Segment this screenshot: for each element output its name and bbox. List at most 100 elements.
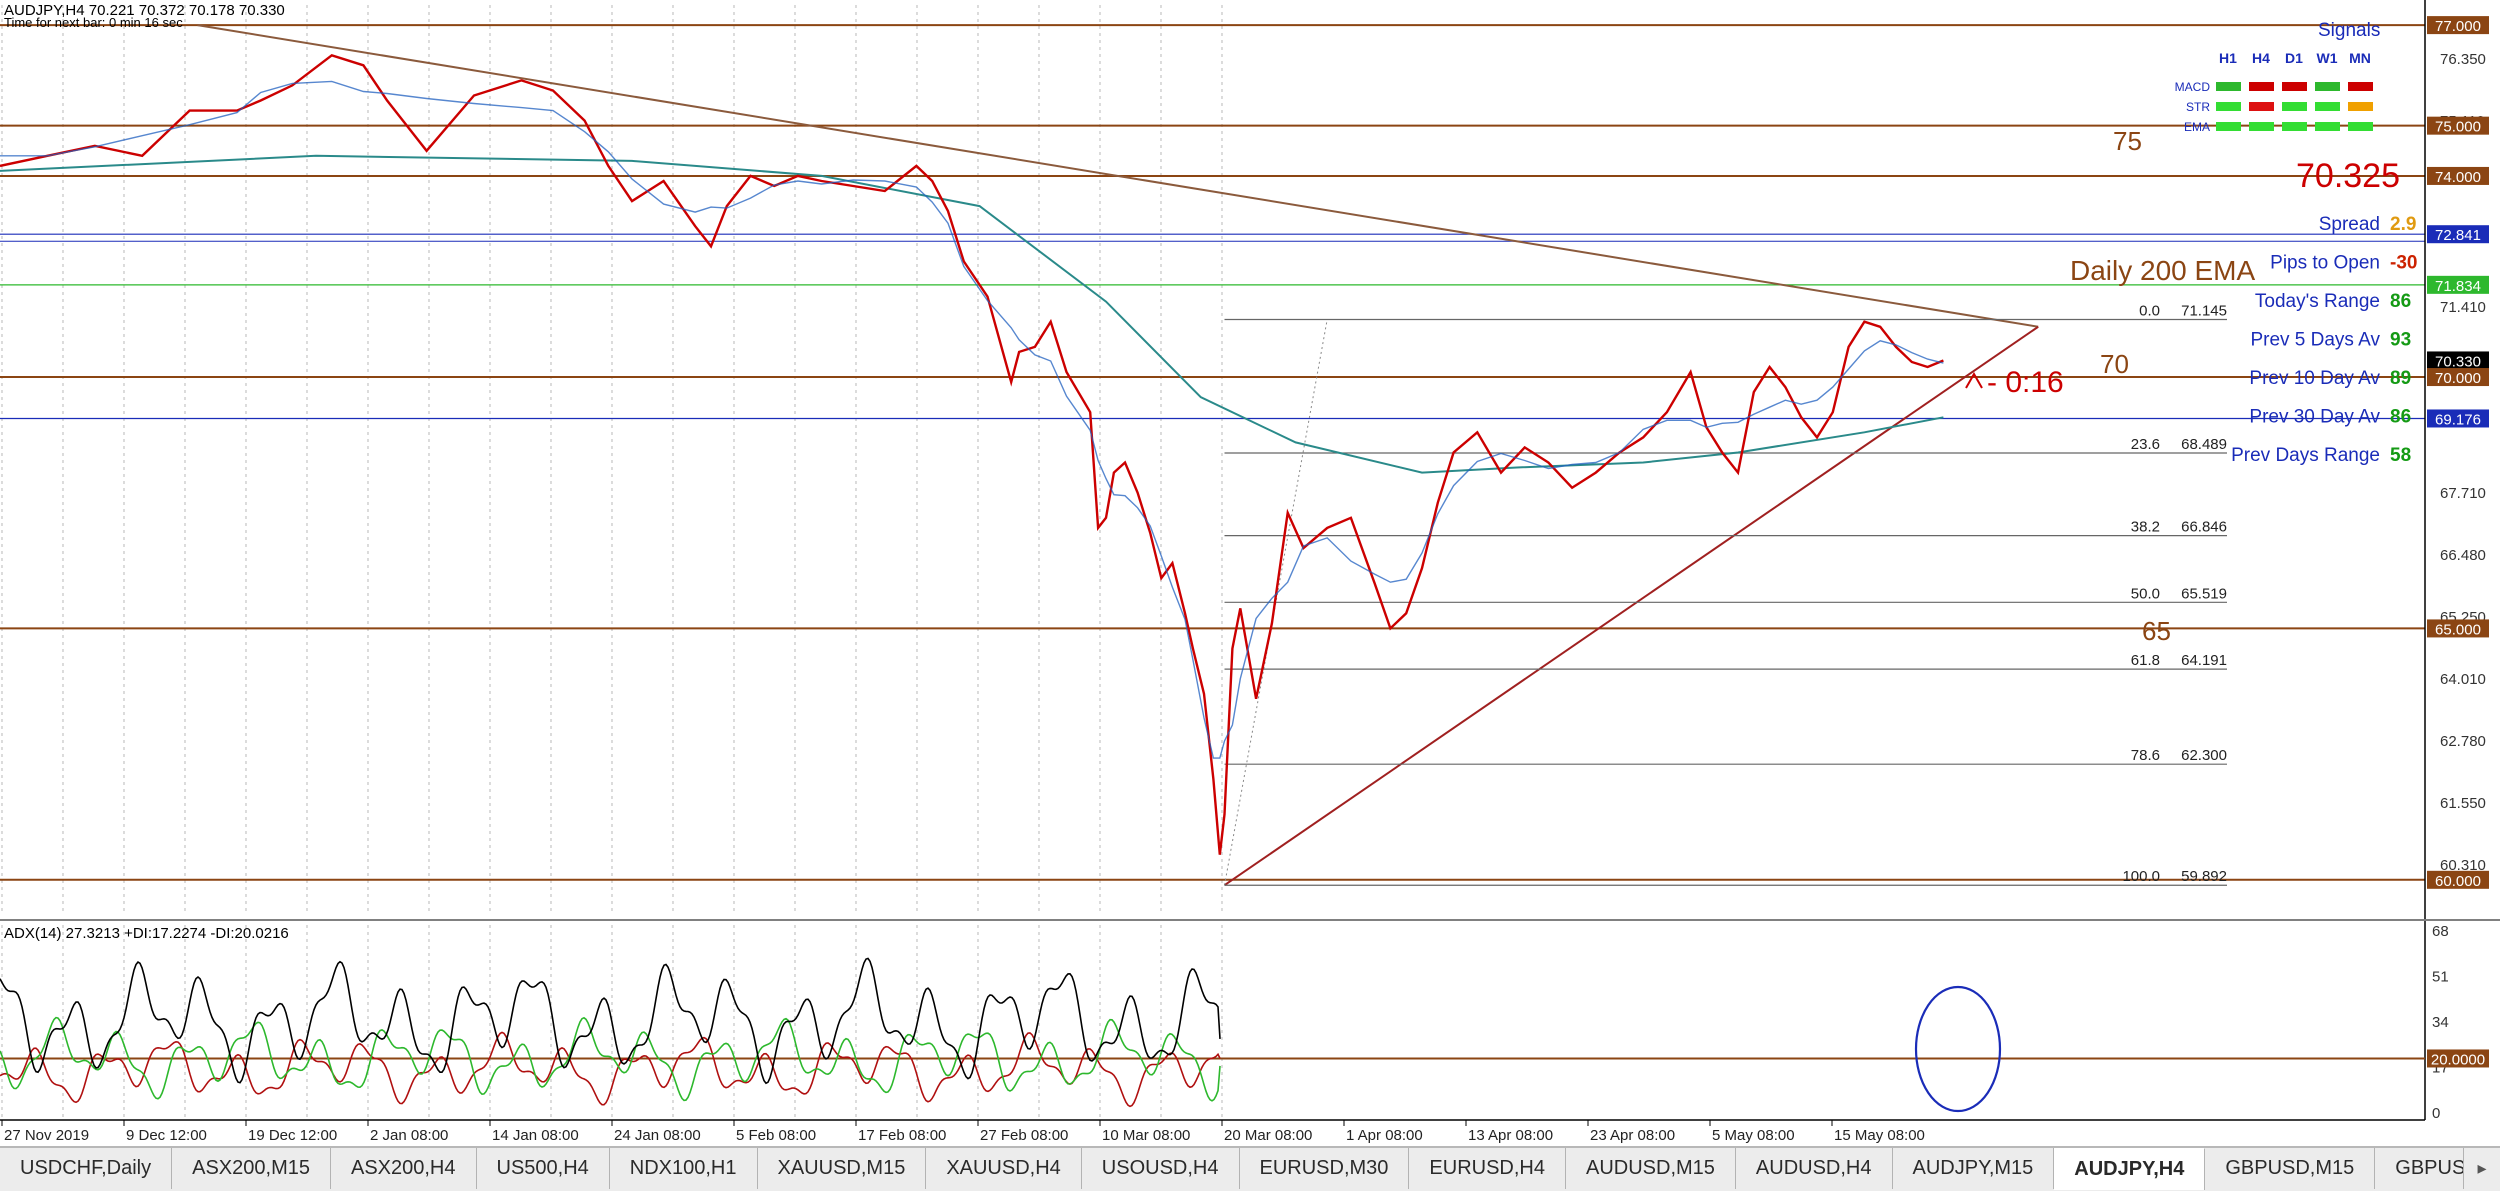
daily-200-ema-label: Daily 200 EMA: [2070, 255, 2256, 286]
fibonacci-level-label: 38.2: [2131, 519, 2160, 536]
signal-indicator: [2348, 82, 2373, 91]
signal-indicator: [2282, 82, 2307, 91]
chart-area[interactable]: 0.0 71.145 23.6 68.489 38.2 66.846 50.0 65.519 6…: [0, 0, 2500, 1146]
signal-row-label: STR: [2186, 100, 2210, 114]
chart-tab[interactable]: XAUUSD,H4: [926, 1148, 1082, 1189]
adx-tick-label: 34: [2432, 1014, 2449, 1031]
stat-value: 86: [2390, 407, 2411, 428]
fibonacci-price-label: 66.846: [2181, 519, 2227, 536]
price-tick-label: 61.550: [2440, 795, 2486, 812]
price-level-tag: [2427, 116, 2489, 135]
adx-indicator-panel[interactable]: ADX(14) 27.3213 +DI:17.2274 -DI:20.0216 …: [0, 923, 2489, 1122]
range-stats-panel: Spread 2.9 Pips to Open -30 Today's Range 86 P…: [2231, 214, 2417, 466]
time-tick-label: 27 Nov 2019: [4, 1127, 89, 1144]
fibonacci-trendline: [1224, 319, 1328, 886]
trend-lines: [197, 24, 2039, 887]
fibonacci-price-label: 71.145: [2181, 302, 2227, 319]
time-tick-label: 27 Feb 08:00: [980, 1127, 1068, 1144]
signal-indicator: [2216, 82, 2241, 91]
signal-indicator: [2216, 122, 2241, 131]
fibonacci-price-label: 64.191: [2181, 652, 2227, 669]
chart-tab[interactable]: USOUSD,H4: [1082, 1148, 1240, 1189]
level-annotation-75: 75: [2113, 126, 2142, 156]
price-level-tag: [2427, 166, 2489, 185]
stat-label: Prev 30 Day Av: [2249, 407, 2380, 428]
chart-tab[interactable]: AUDUSD,M15: [1566, 1148, 1736, 1189]
price-tick-label: 66.480: [2440, 547, 2486, 564]
price-level-tag: [2427, 351, 2489, 370]
signal-indicator: [2249, 122, 2274, 131]
stat-value: 2.9: [2390, 214, 2416, 235]
bar-timer-text: Time for next bar: 0 min 16 sec: [4, 15, 183, 30]
chart-tab[interactable]: EURUSD,M30: [1240, 1148, 1410, 1189]
stat-label: Pips to Open: [2270, 253, 2380, 274]
price-level-tag: [2427, 409, 2489, 428]
chart-tab[interactable]: USDCHF,Daily: [0, 1148, 173, 1189]
signal-indicator: [2348, 102, 2373, 111]
signal-column-label: H1: [2219, 50, 2237, 66]
level-annotation-65: 65: [2142, 616, 2171, 646]
stat-label: Spread: [2319, 214, 2380, 235]
price-level-tag-label: 74.000: [2435, 169, 2481, 186]
adx-tick-label: 51: [2432, 969, 2449, 986]
fibonacci-level-label: 23.6: [2131, 436, 2160, 453]
price-tick-label: 67.710: [2440, 485, 2486, 502]
vertical-grid: [1, 5, 1223, 915]
chart-tab[interactable]: AUDJPY,M15: [1893, 1148, 2055, 1189]
price-level-tag-label: 65.000: [2435, 621, 2481, 638]
chart-tab[interactable]: AUDJPY,H4: [2054, 1148, 2206, 1190]
chart-tab[interactable]: NDX100,H1: [610, 1148, 758, 1189]
descending-trendline[interactable]: [197, 24, 2039, 328]
time-tick-label: 9 Dec 12:00: [126, 1127, 207, 1144]
price-level-tag-label: 70.000: [2435, 370, 2481, 387]
chart-tab[interactable]: XAUUSD,M15: [758, 1148, 927, 1189]
adx-level-tag: [2427, 1049, 2489, 1068]
stat-value: 93: [2390, 330, 2411, 351]
signal-column-label: D1: [2285, 50, 2303, 66]
chart-tab[interactable]: EURUSD,H4: [1409, 1148, 1566, 1189]
adx-tick-label: 0: [2432, 1105, 2440, 1122]
chart-tab[interactable]: ASX200,M15: [172, 1148, 331, 1189]
fibonacci-level-label: 61.8: [2131, 652, 2160, 669]
chart-tab[interactable]: AUDUSD,H4: [1736, 1148, 1893, 1189]
fibonacci-price-label: 59.892: [2181, 868, 2227, 885]
price-level-tag: [2427, 225, 2489, 244]
signal-column-label: MN: [2349, 50, 2371, 66]
adx-title: ADX(14) 27.3213 +DI:17.2274 -DI:20.0216: [4, 925, 289, 942]
chart-tab-bar: USDCHF,Daily ASX200,M15 ASX200,H4 US500,H4 N…: [0, 1146, 2500, 1191]
time-tick-label: 15 May 08:00: [1834, 1127, 1925, 1144]
chart-symbol-line: AUDJPY,H4 70.221 70.372 70.178 70.330: [4, 2, 285, 19]
main-price-panel[interactable]: 0.0 71.145 23.6 68.489 38.2 66.846 50.0 65.519 6…: [0, 0, 2489, 1120]
time-tick-label: 17 Feb 08:00: [858, 1127, 946, 1144]
price-axis: 76.35075.11071.41067.71066.48065.25064.0…: [2424, 0, 2489, 1120]
signal-row-label: MACD: [2175, 80, 2211, 94]
adx-tick-label: 68: [2432, 923, 2449, 940]
price-tick-label: 62.780: [2440, 733, 2486, 750]
horizontal-levels: [0, 24, 2425, 881]
signal-indicator: [2216, 102, 2241, 111]
time-tick-label: 5 Feb 08:00: [736, 1127, 816, 1144]
time-tick-label: 24 Jan 08:00: [614, 1127, 701, 1144]
tab-scroll-right-button[interactable]: ▸: [2463, 1148, 2500, 1189]
price-ma-line: [0, 80, 1944, 759]
price-line: [0, 53, 1944, 855]
fibonacci-price-label: 62.300: [2181, 747, 2227, 764]
chart-tab[interactable]: GBPUSD,M15: [2205, 1148, 2376, 1189]
time-tick-label: 20 Mar 08:00: [1224, 1127, 1312, 1144]
time-tick-label: 1 Apr 08:00: [1346, 1127, 1423, 1144]
chart-tab[interactable]: US500,H4: [477, 1148, 610, 1189]
time-tick-label: 2 Jan 08:00: [370, 1127, 448, 1144]
level-annotation-70: 70: [2100, 349, 2129, 379]
adx-plus-di-line: [0, 1016, 1221, 1102]
chart-tab[interactable]: ASX200,H4: [331, 1148, 477, 1189]
price-level-tag: [2427, 870, 2489, 889]
price-tick-label: 60.310: [2440, 857, 2486, 874]
stat-label: Prev 5 Days Av: [2250, 330, 2380, 351]
price-level-tag-label: 75.000: [2435, 119, 2481, 136]
adx-level-tag-label: 20.0000: [2431, 1051, 2485, 1068]
signal-column-label: H4: [2252, 50, 2270, 66]
adx-highlight-circle: [1914, 985, 2002, 1113]
ascending-trendline[interactable]: [1223, 325, 2039, 887]
fibonacci-level-label: 0.0: [2139, 302, 2160, 319]
